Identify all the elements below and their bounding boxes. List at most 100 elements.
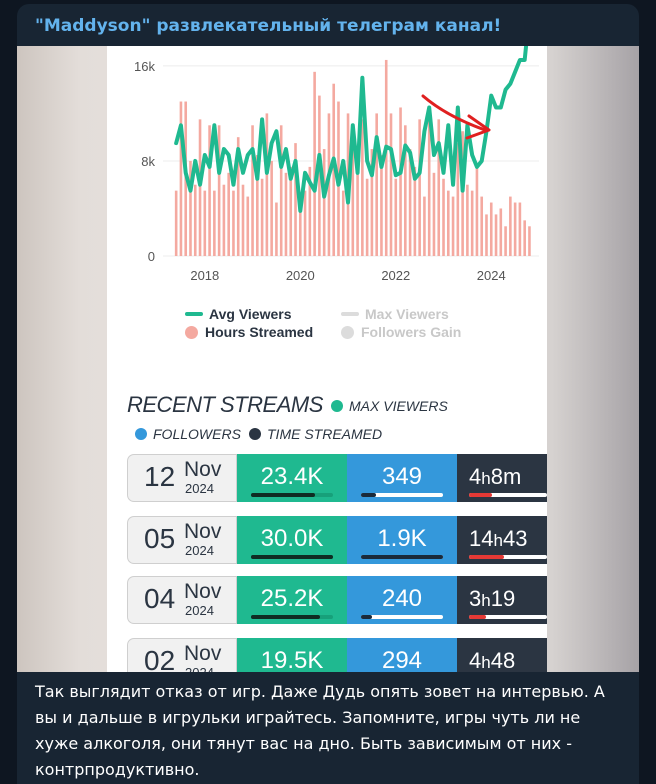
stream-month: Nov bbox=[184, 642, 222, 665]
hours-streamed-bar bbox=[198, 119, 202, 257]
arrow-shaft bbox=[421, 94, 487, 132]
hours-streamed-bar bbox=[504, 226, 507, 256]
hours-streamed-bar bbox=[404, 125, 407, 256]
hours-streamed-bar bbox=[375, 113, 378, 256]
time-streamed-dot bbox=[249, 428, 261, 440]
followers-value: 240 bbox=[381, 585, 423, 612]
stream-day: 04 bbox=[144, 583, 176, 614]
time-streamed-track bbox=[469, 615, 547, 619]
hours-streamed-bar bbox=[327, 113, 331, 256]
hours-streamed-bar bbox=[313, 71, 316, 256]
time-streamed-cell: 14h43 bbox=[457, 516, 547, 564]
hours-streamed-bar bbox=[189, 160, 192, 256]
hours-streamed-bar bbox=[208, 125, 211, 256]
followers-cell: 240 bbox=[347, 576, 457, 624]
recent-stream-row[interactable]: 12 Nov 2024 23.4K 349 4h8m bbox=[127, 454, 547, 502]
recent-stream-row[interactable]: 04 Nov 2024 25.2K 240 3h19 bbox=[127, 576, 547, 624]
hours-streamed-bar bbox=[413, 166, 417, 256]
time-streamed-cell: 4h8m bbox=[457, 454, 547, 502]
hours-streamed-bar bbox=[265, 113, 269, 256]
arrow-head bbox=[465, 114, 491, 140]
stream-month: Nov bbox=[184, 580, 222, 603]
hours-streamed-bar bbox=[499, 208, 503, 256]
hours-streamed-bar bbox=[308, 166, 312, 256]
hours-streamed-bar bbox=[236, 137, 240, 256]
y-tick-label: 0 bbox=[148, 249, 155, 264]
time-streamed-track bbox=[469, 555, 547, 559]
hours-streamed-bar bbox=[303, 190, 307, 256]
hours-streamed-bar bbox=[174, 190, 178, 256]
hours-streamed-bar bbox=[213, 190, 216, 256]
hours-streamed-bar bbox=[322, 149, 326, 256]
legend-hours-streamed-swatch bbox=[185, 325, 198, 339]
hours-streamed-bar bbox=[432, 172, 436, 256]
time-streamed-level bbox=[469, 493, 493, 497]
hours-streamed-bar bbox=[365, 178, 369, 256]
x-tick-label: 2020 bbox=[286, 268, 315, 283]
max-viewers-dot bbox=[331, 400, 343, 412]
channel-post: "Maddyson" развлекательный телеграм кана… bbox=[17, 4, 639, 784]
max-viewers-cell: 25.2K bbox=[237, 576, 347, 624]
x-tick-label: 2022 bbox=[381, 268, 410, 283]
hours-streamed-bar bbox=[332, 83, 336, 256]
time-streamed-cell: 3h19 bbox=[457, 576, 547, 624]
followers-level bbox=[361, 555, 443, 559]
stream-year: 2024 bbox=[185, 665, 214, 672]
hours-streamed-bar bbox=[270, 160, 273, 256]
max-viewers-cell: 30.0K bbox=[237, 516, 347, 564]
post-photo[interactable]: 0 8k 16k 2018 2020 2022 2024 Avg Viewers Hours… bbox=[17, 46, 639, 672]
hours-streamed-bar bbox=[318, 95, 321, 257]
stream-day: 12 bbox=[144, 461, 176, 492]
hours-streamed-bar bbox=[456, 143, 460, 256]
avg-viewers-line bbox=[174, 46, 529, 213]
legend-hours-streamed: Hours Streamed bbox=[185, 324, 313, 340]
followers-track bbox=[361, 493, 443, 497]
hours-streamed-bar bbox=[442, 178, 445, 256]
hours-streamed-bar bbox=[394, 178, 398, 256]
hours-streamed-bar bbox=[494, 214, 498, 256]
hours-streamed-bar bbox=[284, 172, 288, 256]
hours-streamed-bar bbox=[437, 119, 441, 257]
hours-streamed-bar bbox=[513, 202, 517, 256]
legend-avg-viewers-swatch bbox=[185, 312, 203, 316]
stream-month: Nov bbox=[184, 520, 222, 543]
hours-streamed-bar bbox=[241, 184, 245, 256]
hours-streamed-bar bbox=[275, 202, 278, 256]
hours-streamed-bar bbox=[423, 196, 426, 256]
hours-streamed-bar bbox=[179, 101, 183, 256]
followers-track bbox=[361, 615, 443, 619]
stream-year: 2024 bbox=[185, 543, 214, 558]
time-streamed-level bbox=[469, 555, 505, 559]
hours-streamed-bar bbox=[509, 196, 512, 256]
recent-stream-row[interactable]: 05 Nov 2024 30.0K 1.9K 14h43 bbox=[127, 516, 547, 564]
stream-day: 02 bbox=[144, 645, 176, 672]
time-streamed-value: 3h19 bbox=[469, 586, 516, 611]
stream-month: Nov bbox=[184, 458, 222, 481]
hours-streamed-bar bbox=[222, 184, 226, 256]
recent-legend-time-streamed: TIME STREAMED bbox=[249, 426, 382, 442]
legend-max-viewers-swatch bbox=[341, 312, 359, 316]
hours-streamed-bar bbox=[389, 113, 393, 256]
time-streamed-value: 4h48 bbox=[469, 648, 516, 672]
followers-level bbox=[361, 493, 376, 497]
hours-streamed-bar bbox=[380, 155, 383, 256]
followers-value: 1.9K bbox=[377, 525, 427, 552]
channel-title[interactable]: "Maddyson" развлекательный телеграм кана… bbox=[35, 16, 502, 36]
hours-streamed-bar bbox=[461, 131, 464, 256]
time-streamed-value: 4h8m bbox=[469, 464, 522, 489]
hours-streamed-bar bbox=[485, 214, 488, 256]
max-viewers-cell: 23.4K bbox=[237, 454, 347, 502]
hours-streamed-bar bbox=[408, 149, 412, 256]
max-viewers-level bbox=[251, 555, 333, 559]
stream-date: 12 Nov 2024 bbox=[127, 454, 237, 502]
stream-day: 05 bbox=[144, 523, 176, 554]
hours-streamed-bar bbox=[217, 125, 221, 256]
hours-streamed-bar bbox=[361, 119, 364, 257]
legend-max-viewers: Max Viewers bbox=[341, 306, 449, 322]
recent-streams-title: RECENT STREAMS bbox=[127, 392, 323, 417]
stream-year: 2024 bbox=[185, 481, 214, 496]
hours-streamed-bar bbox=[351, 137, 355, 256]
hours-streamed-bar bbox=[480, 196, 484, 256]
